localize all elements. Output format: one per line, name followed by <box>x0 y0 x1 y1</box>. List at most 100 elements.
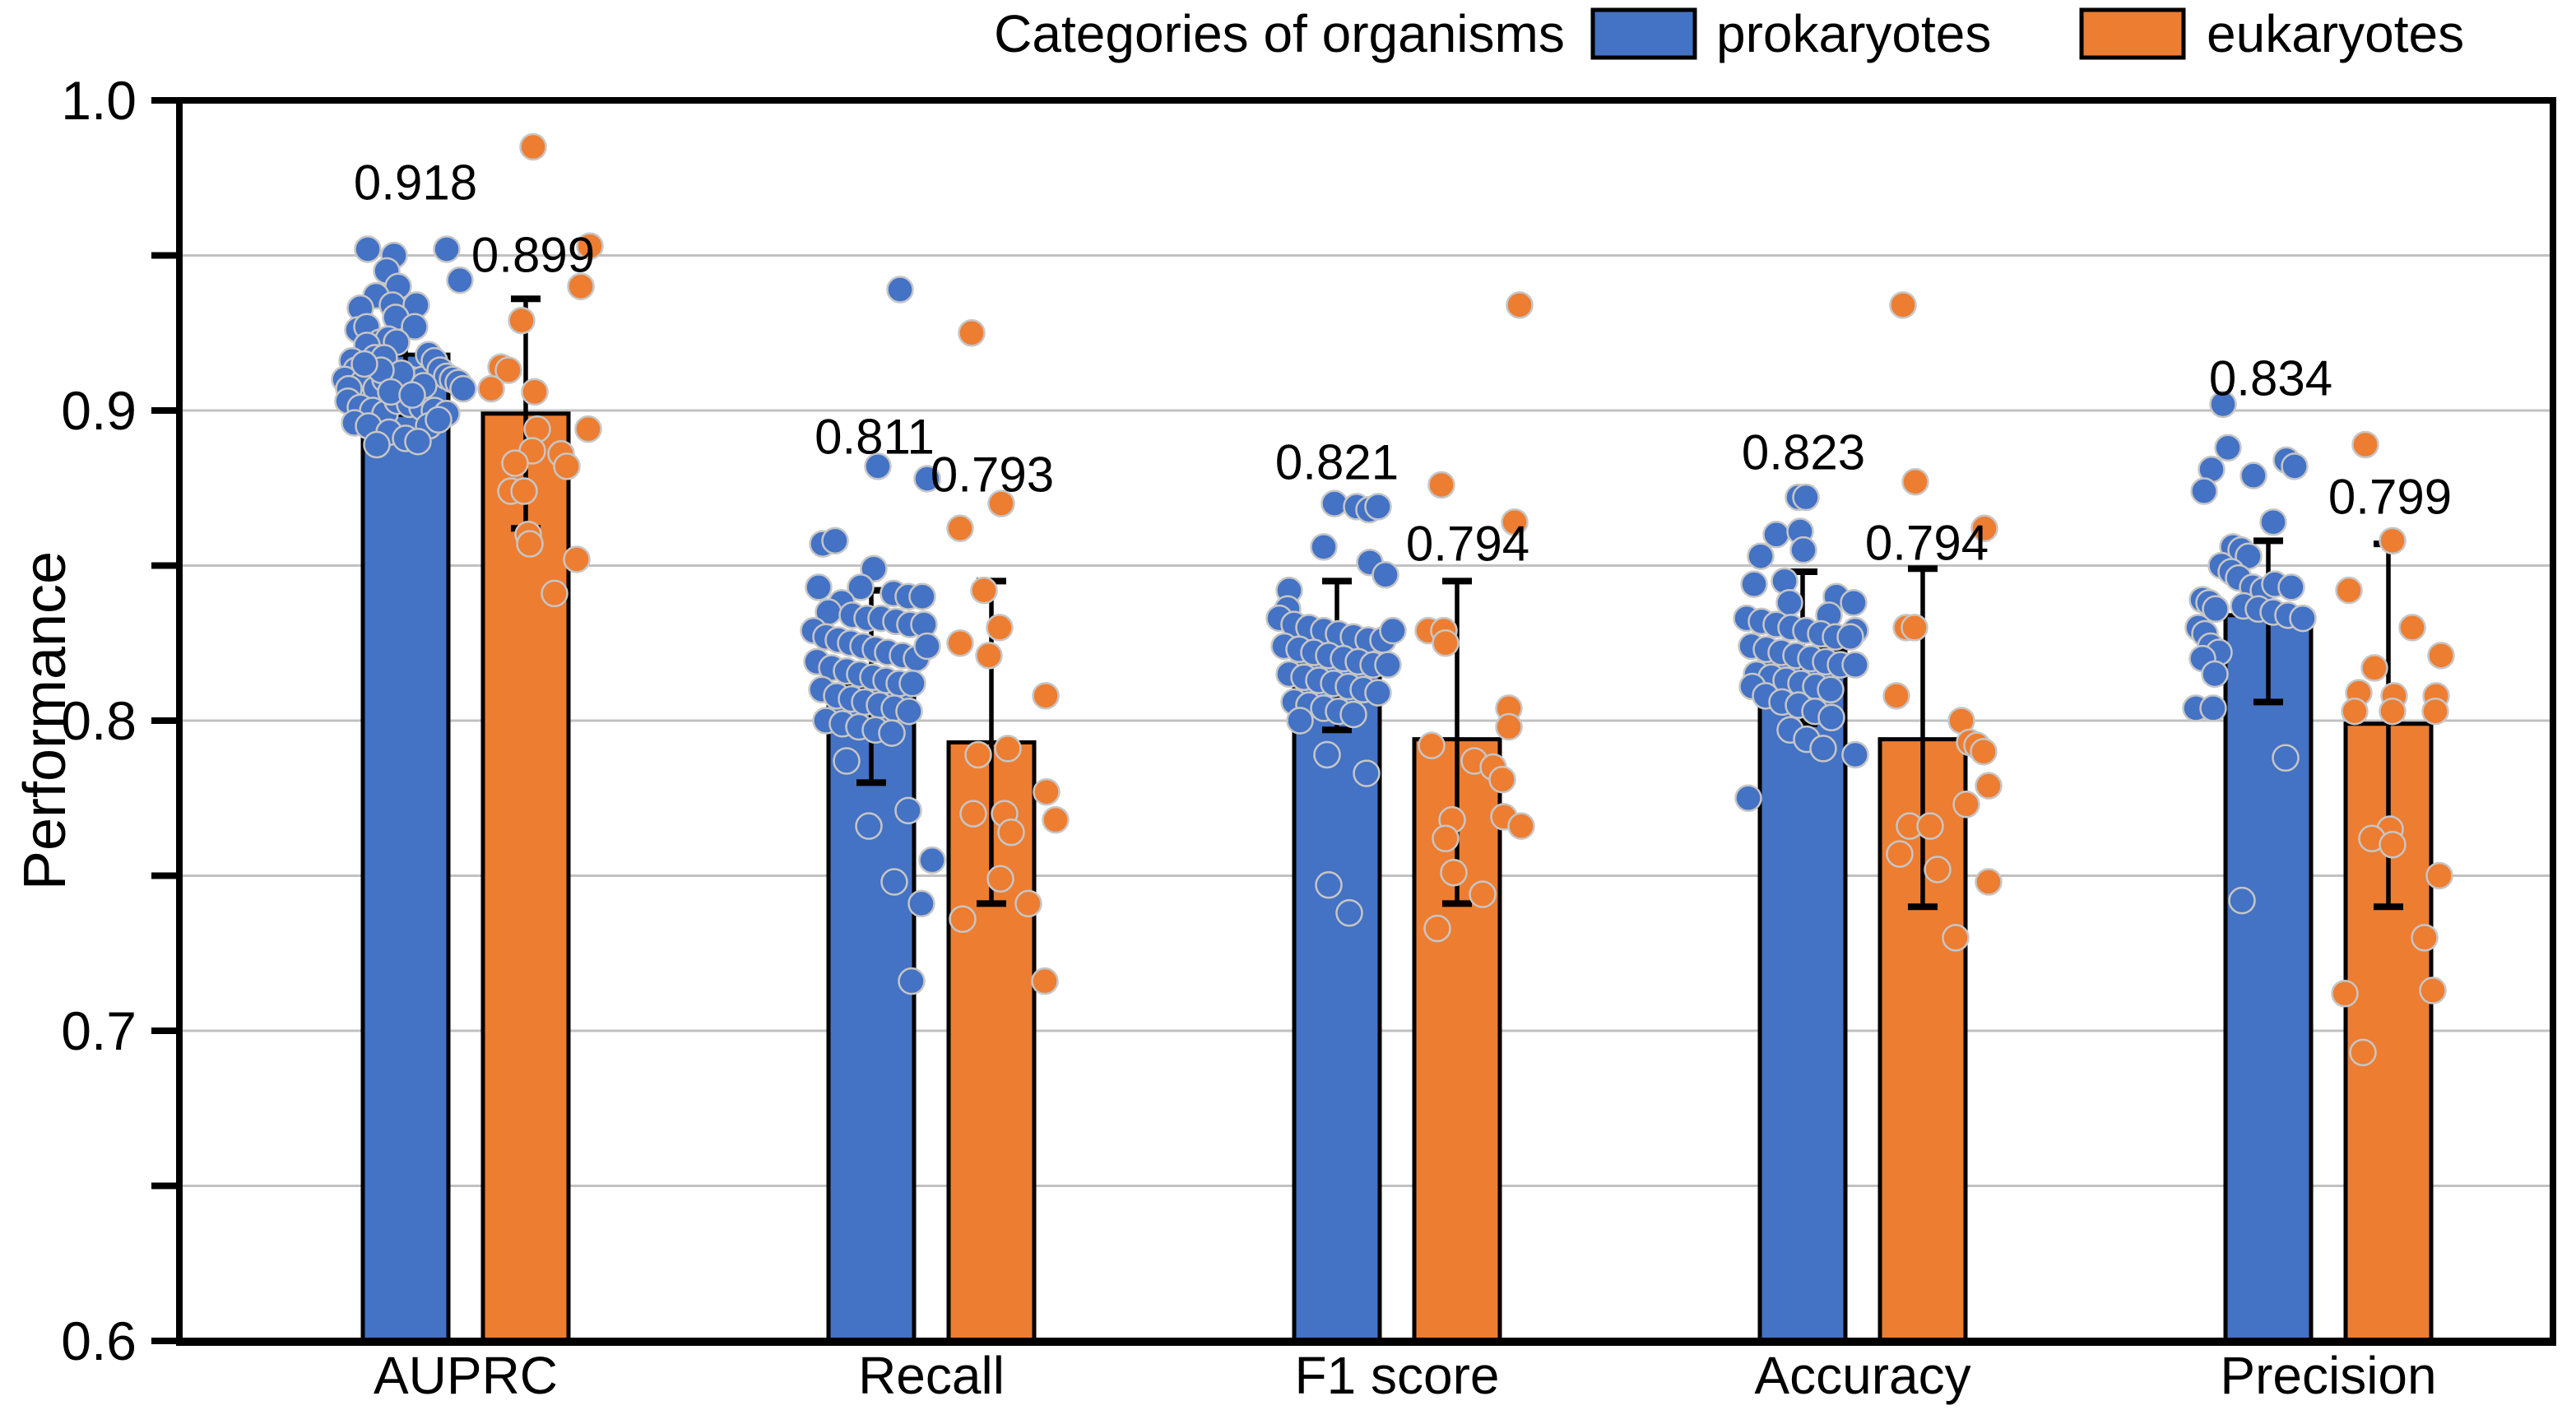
data-point <box>1882 682 1910 710</box>
data-point <box>1740 570 1768 598</box>
data-point <box>1916 812 1944 840</box>
value-label: 0.918 <box>354 155 477 211</box>
data-point <box>946 629 974 657</box>
data-point <box>1506 291 1534 319</box>
legend-label-prokaryotes: prokaryotes <box>1716 4 1991 63</box>
data-point <box>1313 740 1341 769</box>
data-point <box>404 427 432 456</box>
data-point <box>1315 871 1343 899</box>
data-point <box>1792 483 1820 512</box>
data-point <box>1440 858 1468 887</box>
data-point <box>2259 508 2287 536</box>
data-point <box>2379 831 2407 859</box>
data-point <box>886 276 914 304</box>
data-point <box>949 905 977 934</box>
data-point <box>363 430 391 459</box>
data-point <box>354 235 382 263</box>
data-point <box>958 319 986 347</box>
value-label: 0.899 <box>471 228 595 283</box>
y-axis-title: Performance <box>12 551 78 890</box>
data-point <box>553 452 581 480</box>
data-point <box>2289 604 2317 633</box>
data-point <box>1817 703 1845 731</box>
data-point <box>1836 623 1864 651</box>
data-point <box>986 614 1014 642</box>
plot-area: 0.918 0.811 0.821 0.823 0.834 0.899 0.793 0.794… <box>61 70 2556 1405</box>
data-point <box>2228 886 2256 915</box>
data-point <box>821 526 849 555</box>
data-point <box>895 697 923 726</box>
data-point <box>2421 697 2449 726</box>
data-point <box>1970 514 1998 543</box>
x-category-label: Precision <box>2220 1346 2436 1405</box>
x-category-label: Recall <box>858 1346 1005 1405</box>
data-point <box>1423 914 1451 943</box>
data-point <box>1031 967 1059 995</box>
data-point <box>1364 679 1392 707</box>
data-point <box>2281 452 2309 480</box>
data-point <box>425 406 453 434</box>
data-point <box>1975 772 2003 800</box>
data-point <box>1817 675 1845 704</box>
data-point <box>1469 880 1497 908</box>
data-point <box>855 812 883 840</box>
data-point <box>805 573 833 601</box>
data-point <box>574 415 602 443</box>
data-point <box>994 735 1022 763</box>
data-point <box>1889 291 1917 319</box>
data-point <box>446 266 474 295</box>
data-point <box>1364 493 1392 521</box>
data-point <box>913 465 941 493</box>
data-point <box>2425 861 2453 890</box>
data-point <box>401 313 429 341</box>
data-point <box>959 800 987 828</box>
data-point <box>1809 735 1837 763</box>
data-point <box>975 642 1003 670</box>
data-point <box>519 132 547 161</box>
data-point <box>1952 791 1980 819</box>
value-label: 0.793 <box>931 448 1054 503</box>
data-point <box>2239 462 2267 489</box>
data-point <box>516 530 544 558</box>
data-point <box>2379 526 2407 555</box>
legend-swatch-eukaryotes <box>2079 7 2186 60</box>
data-point <box>997 818 1025 847</box>
data-point <box>908 582 936 610</box>
data-point <box>1014 889 1042 918</box>
bar-prokaryotes-AUPRC <box>360 352 451 1343</box>
legend-swatch-prokaryotes <box>1590 7 1697 60</box>
data-point <box>2209 390 2237 419</box>
data-point <box>1286 707 1314 735</box>
data-point <box>1970 737 1998 766</box>
data-point <box>2190 477 2218 505</box>
data-point <box>1432 824 1460 853</box>
data-point <box>1762 521 1790 549</box>
legend-label-eukaryotes: eukaryotes <box>2207 4 2464 63</box>
data-point <box>567 272 595 300</box>
data-point <box>860 554 888 583</box>
data-point <box>1335 898 1363 927</box>
data-point <box>1418 731 1446 759</box>
data-point <box>1841 740 1869 769</box>
value-label: 0.823 <box>1742 425 1865 480</box>
data-point <box>433 235 461 263</box>
data-point <box>1789 536 1817 564</box>
data-point <box>964 740 992 769</box>
data-point <box>350 350 378 378</box>
data-point <box>1924 856 1952 884</box>
data-point <box>907 889 935 918</box>
data-point <box>449 374 477 403</box>
data-point <box>1374 651 1402 679</box>
data-point <box>1042 805 1070 834</box>
y-tick-label: 0.9 <box>61 380 137 441</box>
data-point <box>2360 654 2388 682</box>
data-point <box>898 670 926 698</box>
data-point <box>2419 976 2447 1004</box>
data-point <box>1901 467 1929 496</box>
data-point <box>477 374 505 403</box>
value-label: 0.794 <box>1406 517 1529 572</box>
data-point <box>1488 765 1516 794</box>
data-point <box>1886 840 1914 868</box>
data-point <box>494 356 522 384</box>
